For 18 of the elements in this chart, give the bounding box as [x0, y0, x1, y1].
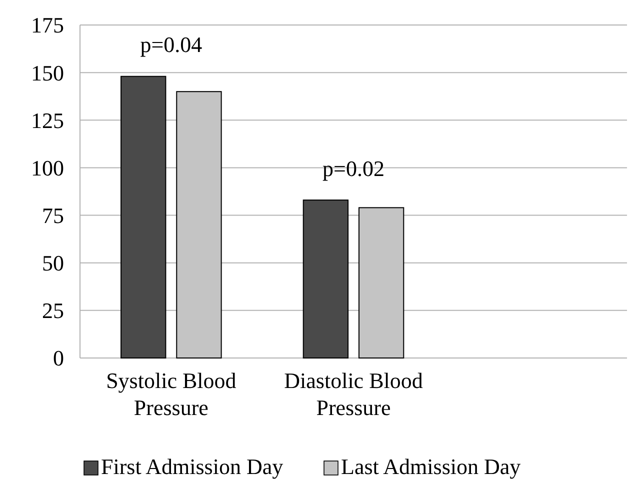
y-tick-label: 0	[53, 346, 64, 371]
bar	[358, 207, 404, 358]
y-tick-label: 25	[42, 298, 64, 324]
x-tick-label: Diastolic Blood Pressure	[284, 368, 423, 420]
y-tick-label: 150	[31, 60, 64, 86]
y-tick-label: 50	[42, 250, 64, 276]
y-tick-label: 125	[31, 108, 64, 133]
bar	[302, 200, 349, 358]
bar	[176, 91, 222, 358]
y-tick-label: 175	[31, 12, 64, 38]
legend-label: First Admission Day	[101, 454, 284, 479]
annotation: p=0.04	[140, 32, 202, 58]
annotation: p=0.02	[322, 156, 384, 181]
y-tick-label: 100	[31, 155, 64, 180]
bar	[120, 76, 166, 358]
legend-label: Last Admission Day	[341, 454, 521, 479]
x-tick-label: Systolic Blood Pressure	[106, 368, 236, 420]
y-tick-label: 75	[42, 202, 64, 228]
